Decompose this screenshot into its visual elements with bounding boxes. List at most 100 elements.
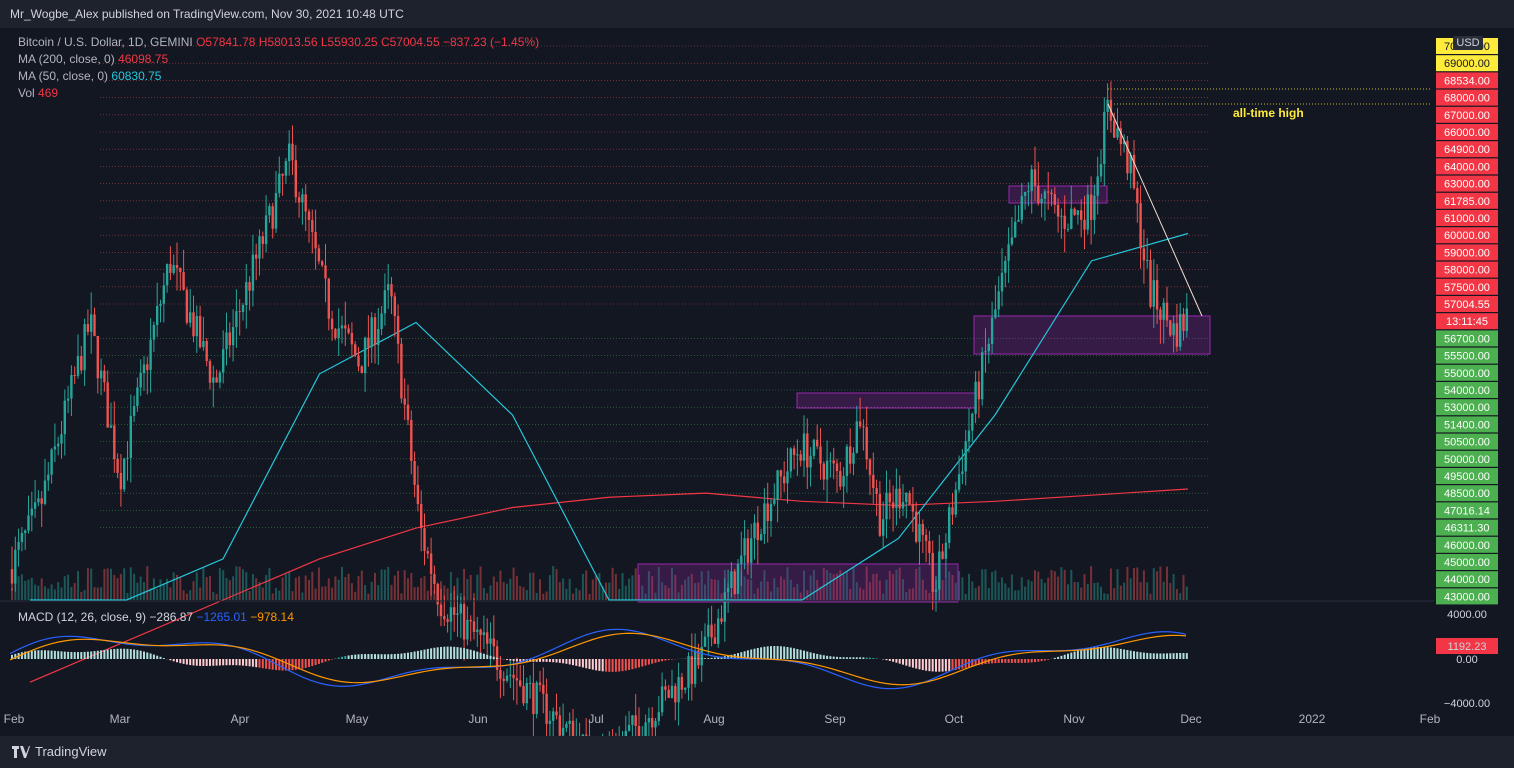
price-level-label: 45000.00 xyxy=(1444,557,1490,569)
volume-bar xyxy=(902,579,904,600)
volume-bar xyxy=(529,572,532,600)
candle-body xyxy=(113,425,116,459)
candle-body xyxy=(571,720,575,736)
volume-bar xyxy=(486,593,489,600)
candle-body xyxy=(763,503,766,534)
candle-body xyxy=(548,720,552,724)
candle-body xyxy=(1146,259,1149,261)
volume-bar xyxy=(905,592,908,600)
price-chart[interactable]: 70000.0069000.0068534.0068000.0067000.00… xyxy=(0,28,1514,736)
candle-body xyxy=(654,720,657,728)
volume-bar xyxy=(123,568,126,600)
volume-bar xyxy=(176,574,178,600)
macd-histogram-bar xyxy=(522,659,525,662)
candle-body xyxy=(403,398,406,405)
ohlc-high: H58013.56 xyxy=(258,35,318,49)
candle-body xyxy=(684,687,687,690)
candle-body xyxy=(63,400,66,435)
macd-histogram-bar xyxy=(1076,650,1079,659)
candle-body xyxy=(76,355,80,376)
price-label-bg xyxy=(1436,72,1498,89)
macd-histogram-bar xyxy=(961,659,964,669)
candle-body xyxy=(882,519,885,536)
volume-bar xyxy=(641,585,644,600)
candle-body xyxy=(911,504,915,512)
candle-body xyxy=(337,328,340,338)
candle-body xyxy=(1113,120,1116,138)
price-axis[interactable]: 70000.0069000.0068534.0068000.0067000.00… xyxy=(0,28,1514,736)
price-label-bg xyxy=(1436,399,1498,416)
macd-histogram-bar xyxy=(291,659,294,671)
macd-histogram-bar xyxy=(364,654,367,659)
volume-bars xyxy=(11,566,1188,600)
volume-bar xyxy=(314,588,317,600)
volume-bar xyxy=(525,590,528,600)
macd-histogram-bar xyxy=(377,654,380,659)
price-level-label: 55500.00 xyxy=(1444,351,1490,363)
macd-histogram-bar xyxy=(789,647,792,659)
candle-body xyxy=(723,592,726,622)
macd-histogram-bar xyxy=(159,656,162,659)
macd-histogram-bar xyxy=(796,648,799,659)
candle-body xyxy=(443,616,446,620)
volume-bar xyxy=(192,581,195,600)
volume-bar xyxy=(60,587,63,600)
macd-histogram-bar xyxy=(304,659,307,668)
volume-bar xyxy=(760,581,763,600)
macd-histogram-bar xyxy=(836,656,838,659)
price-label-bg xyxy=(1436,244,1498,261)
macd-histogram-bar xyxy=(654,659,657,663)
candle-body xyxy=(390,284,393,297)
candle-body xyxy=(1063,215,1066,229)
time-axis[interactable]: Feb Mar Apr May Jun Jul Aug Sep Oct Nov Dec 2022 Feb xyxy=(4,712,1441,726)
macd-histogram-bar xyxy=(90,651,93,659)
volume-bar xyxy=(1086,583,1089,600)
volume-bar xyxy=(925,589,928,600)
macd-histogram-bar xyxy=(611,659,614,672)
macd-histogram-bar xyxy=(948,659,951,671)
volume-bar xyxy=(242,569,244,600)
price-label-bg xyxy=(1436,227,1498,244)
volume-bar xyxy=(1129,578,1132,600)
macd-histogram-bar xyxy=(265,659,268,669)
volume-bar xyxy=(73,583,76,600)
macd-histogram-bar xyxy=(704,658,706,659)
candle-body xyxy=(175,265,179,269)
macd-histogram-bar xyxy=(631,659,634,670)
macd-histogram-bar xyxy=(103,649,106,659)
volume-bar xyxy=(809,575,812,600)
macd-histogram-bar xyxy=(308,659,310,668)
macd-histogram-bar xyxy=(1004,659,1007,663)
macd-histogram-bar xyxy=(209,659,211,666)
volume-bar xyxy=(133,573,136,600)
candle-body xyxy=(248,282,251,291)
candle-body xyxy=(340,325,344,329)
candle-body xyxy=(321,261,324,266)
volume-bar xyxy=(367,593,370,600)
macd-histogram-bar xyxy=(446,646,449,659)
candle-body xyxy=(251,254,255,291)
tradingview-logo[interactable]: TradingView xyxy=(12,736,107,768)
macd-histogram-bar xyxy=(545,659,548,662)
volume-bar xyxy=(106,568,109,600)
currency-badge[interactable]: USD xyxy=(1453,36,1483,50)
candle-body xyxy=(660,686,664,713)
candle-body xyxy=(66,398,70,401)
volume-bar xyxy=(364,585,367,600)
macd-histogram-bar xyxy=(971,659,974,667)
macd-histogram-bar xyxy=(905,659,908,666)
volume-bar xyxy=(1070,569,1073,600)
price-level-label: 13:11:45 xyxy=(1446,316,1488,328)
candle-body xyxy=(713,637,717,644)
macd-histogram-bar xyxy=(301,659,304,669)
volume-bar xyxy=(482,587,485,600)
macd-histogram-bar xyxy=(1109,647,1112,659)
volume-bar xyxy=(1076,582,1079,600)
candle-body xyxy=(446,619,449,622)
candle-body xyxy=(327,278,330,319)
macd-histogram-bar xyxy=(542,659,545,662)
volume-bar xyxy=(819,586,822,600)
volume-bar xyxy=(449,572,452,600)
macd-histogram-bar xyxy=(311,659,314,667)
volume-bar xyxy=(195,572,198,600)
